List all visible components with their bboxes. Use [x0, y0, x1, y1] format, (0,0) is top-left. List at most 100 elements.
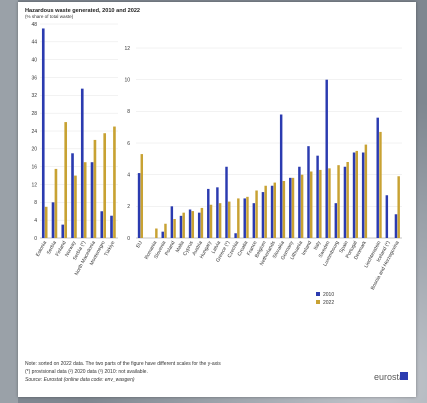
bar-norway-2022	[74, 175, 77, 238]
legend-label-2010: 2010	[323, 292, 334, 298]
bar-croatia-2010	[243, 198, 246, 238]
left-y-tick-label: 40	[31, 57, 37, 63]
bar-croatia-2022	[246, 196, 249, 238]
flags-text: (*) provisional data (²) 2020 data (³) 2…	[25, 369, 148, 375]
bar-malta-2022	[182, 212, 185, 238]
bar-belgium-2022	[264, 185, 267, 238]
bar-cyprus-2022	[191, 211, 195, 238]
bar-serbia-2010	[80, 88, 84, 238]
bar-france-2022	[255, 190, 258, 238]
bar-france-2010	[252, 203, 256, 238]
legend-swatch-2022	[316, 300, 320, 304]
right-y-tick-label: 6	[127, 141, 130, 147]
bar-germany-2022	[291, 177, 295, 238]
left-y-tick-label: 0	[34, 236, 37, 242]
bar-cyprus-2010	[188, 209, 192, 238]
bar-sweden-2010	[325, 79, 328, 239]
bar-denmark-2022	[364, 144, 368, 238]
category-label-italy: Italy	[313, 240, 323, 251]
bar-finland-2022	[64, 122, 68, 238]
bar-finland-2010	[61, 224, 65, 238]
bar-sweden-2022	[328, 168, 331, 238]
left-y-tick-label: 24	[31, 129, 37, 135]
left-y-tick-label: 8	[34, 200, 37, 206]
bar-slovakia-2010	[279, 114, 283, 238]
legend: 2010 2022	[316, 292, 334, 306]
bar-italy-2010	[316, 155, 319, 238]
bar-austria-2010	[197, 212, 201, 238]
bar-slovenia-2010	[161, 231, 164, 238]
bar-netherlands-2010	[270, 185, 274, 238]
left-y-tick-label: 16	[31, 164, 37, 170]
bar-montenegro-2010	[100, 211, 104, 238]
left-y-tick-label: 36	[31, 75, 37, 81]
bar-greece-2010	[225, 166, 228, 238]
bar-denmark-2010	[361, 152, 365, 238]
logo-text: eurostat	[374, 372, 407, 382]
chart-subtitle: (% share of total waste)	[25, 14, 74, 19]
bar-poland-2010	[170, 206, 174, 238]
bar-north-macedonia-2022	[93, 139, 97, 238]
hazardous-waste-chart: Hazardous waste generated, 2010 and 2022…	[25, 8, 408, 383]
bar-iceland-2010	[385, 195, 389, 238]
right-y-tick-label: 4	[127, 172, 130, 178]
bar-eu-2022	[140, 154, 144, 238]
chart-title: Hazardous waste generated, 2010 and 2022	[25, 8, 140, 14]
category-label-spain: Spain	[338, 240, 349, 254]
category-label-latvia: Latvia	[211, 240, 223, 255]
chart-card: Hazardous waste generated, 2010 and 2022…	[18, 2, 416, 397]
right-y-tick-label: 10	[124, 77, 130, 83]
source-text: Source: Eurostat (online data code: env_…	[25, 377, 135, 383]
bar-greece-2022	[228, 201, 231, 238]
bar-czechia-2010	[234, 233, 237, 238]
left-y-tick-label: 48	[31, 22, 37, 28]
bar-north-macedonia-2010	[90, 162, 94, 238]
bar-germany-2010	[289, 177, 292, 238]
bar-romania-2022	[155, 228, 158, 238]
bar-estonia-2010	[41, 28, 45, 239]
bar-italy-2022	[319, 169, 322, 238]
bar-eu-2010	[137, 173, 141, 238]
bar-serbia-2022	[54, 168, 58, 238]
bar-serbia-2010	[51, 202, 55, 238]
left-panel: 04812162024283236404448EstoniaSerbiaFinl…	[31, 22, 118, 277]
category-label-estonia: Estonia	[35, 240, 48, 258]
bar-portugal-2010	[352, 152, 356, 238]
left-y-tick-label: 12	[31, 182, 37, 188]
left-y-tick-label: 32	[31, 93, 37, 99]
category-label-eu: EU	[135, 240, 144, 249]
bar-turkiye-2010	[110, 215, 113, 238]
left-y-tick-label: 44	[31, 40, 37, 46]
eurostat-logo: eurostat	[374, 372, 408, 382]
bar-portugal-2022	[355, 150, 359, 238]
bar-hungary-2010	[207, 188, 210, 238]
right-y-tick-label: 12	[124, 46, 130, 52]
legend-swatch-2010	[316, 292, 320, 296]
logo-flag-icon	[400, 372, 408, 380]
bar-luxembourg-2022	[337, 165, 340, 238]
bar-bosnia-and-herzegovina-2010	[394, 214, 398, 238]
bar-hungary-2022	[209, 204, 213, 238]
bar-netherlands-2022	[273, 182, 277, 238]
bar-malta-2010	[179, 215, 183, 238]
bar-norway-2010	[71, 153, 74, 238]
bar-slovenia-2022	[164, 223, 167, 238]
bar-poland-2022	[173, 219, 176, 238]
legend-label-2022: 2022	[323, 300, 334, 306]
bar-ireland-2010	[307, 146, 310, 238]
bar-lithuania-2010	[298, 166, 301, 238]
bar-spain-2022	[346, 162, 349, 238]
bar-latvia-2010	[216, 187, 219, 238]
bar-estonia-2022	[44, 206, 48, 238]
bar-spain-2010	[343, 166, 347, 238]
bar-lithuania-2022	[300, 174, 304, 238]
bar-luxembourg-2010	[334, 203, 338, 238]
bar-bosnia-and-herzegovina-2022	[397, 176, 400, 238]
bar-slovakia-2022	[282, 181, 286, 238]
bar-liechtenstein-2022	[379, 131, 382, 238]
right-y-tick-label: 8	[127, 109, 130, 115]
bar-liechtenstein-2010	[376, 117, 379, 238]
bar-latvia-2022	[218, 203, 222, 238]
bar-czechia-2022	[237, 198, 240, 238]
